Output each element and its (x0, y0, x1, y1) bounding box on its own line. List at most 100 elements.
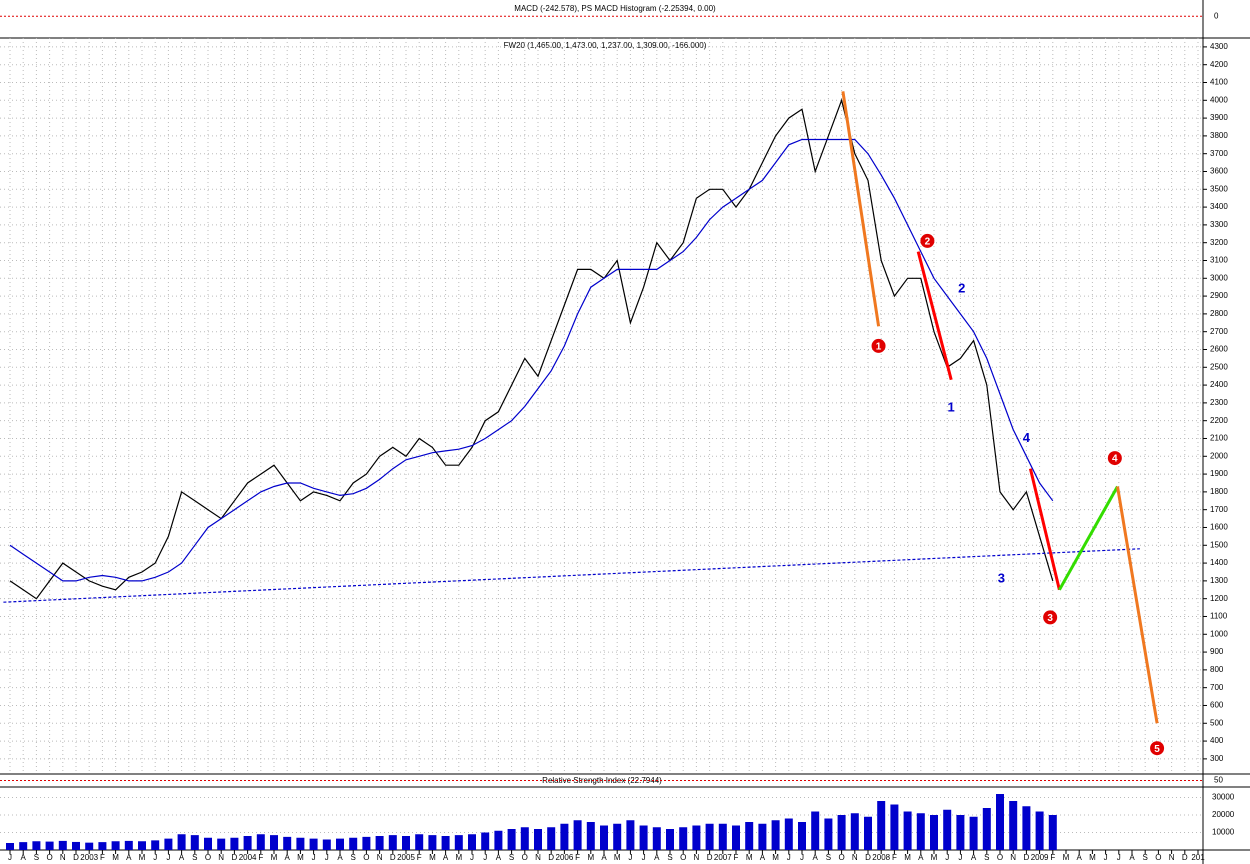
x-tick-label: O (46, 853, 52, 862)
volume-bar (362, 836, 371, 850)
x-tick-label: M (614, 853, 621, 862)
y-tick-label: 20000 (1212, 810, 1235, 819)
volume-bar (375, 836, 384, 850)
y-tick-label: 30000 (1212, 793, 1235, 802)
x-tick-label: M (931, 853, 938, 862)
volume-bar (217, 838, 226, 850)
y-tick-label: 3900 (1210, 113, 1228, 122)
y-tick-label: 800 (1210, 665, 1224, 674)
x-tick-label: A (285, 853, 291, 862)
x-tick-label: D (548, 853, 554, 862)
x-tick-label: F (892, 853, 897, 862)
x-tick-label: J (483, 853, 487, 862)
x-tick-label: D (707, 853, 713, 862)
y-tick-label: 4100 (1210, 78, 1228, 87)
wave-label: 1 (876, 342, 882, 353)
volume-bar (652, 827, 661, 850)
x-tick-label: A (126, 853, 132, 862)
volume-bar (454, 835, 463, 850)
volume-bar (956, 815, 965, 850)
x-tick-label: J (325, 853, 329, 862)
volume-bar (388, 835, 397, 850)
x-tick-label: A (760, 853, 766, 862)
y-tick-label: 3000 (1210, 273, 1228, 282)
x-tick-label: J (958, 853, 962, 862)
volume-bar (1048, 815, 1057, 850)
wave-marker (1107, 451, 1122, 466)
wave-projection (841, 91, 881, 327)
y-tick-label: 2600 (1210, 345, 1228, 354)
volume-bar (534, 829, 542, 850)
wave-projection (916, 251, 953, 381)
volume-bar (692, 825, 701, 850)
volume-bar (177, 834, 186, 850)
x-tick-label: J (628, 853, 632, 862)
x-tick-label: A (654, 853, 660, 862)
volume-bar (771, 820, 780, 850)
volume-bar (745, 822, 754, 850)
x-tick-label: J (1117, 853, 1121, 862)
y-tick-label: 3500 (1210, 184, 1228, 193)
y-tick-label: 1900 (1210, 469, 1228, 478)
volume-bar (930, 815, 938, 850)
x-tick-label: S (984, 853, 989, 862)
x-tick-label: A (1129, 853, 1135, 862)
wave-label: 2 (958, 280, 965, 295)
x-tick-label: D (865, 853, 871, 862)
x-tick-label: D (1024, 853, 1030, 862)
x-tick-label: N (535, 853, 541, 862)
x-tick-label: N (852, 853, 858, 862)
y-tick-label: 2900 (1210, 291, 1228, 300)
x-tick-label: M (139, 853, 146, 862)
x-tick-label: J (153, 853, 157, 862)
y-tick-label: 3400 (1210, 202, 1228, 211)
volume-bar (824, 818, 833, 850)
x-tick-label: 2003 (80, 853, 98, 862)
chart-title: FW20 (1,465.00, 1,473.00, 1,237.00, 1,30… (504, 41, 707, 50)
volume-bar (982, 808, 991, 850)
x-tick-label: J (166, 853, 170, 862)
x-tick-label: J (945, 853, 949, 862)
volume-bar (270, 835, 278, 850)
y-tick-label: 1600 (1210, 523, 1228, 532)
x-tick-label: A (337, 853, 343, 862)
volume-bar (164, 838, 173, 850)
x-tick-label: F (258, 853, 263, 862)
x-tick-label: 201 (1191, 853, 1205, 862)
x-tick-label: O (522, 853, 528, 862)
volume-bar (481, 832, 490, 850)
volume-bar (732, 825, 740, 850)
volume-bar (639, 825, 648, 850)
wave-label: 5 (1154, 744, 1160, 755)
volume-bar (415, 834, 424, 850)
x-tick-label: M (455, 853, 462, 862)
volume-bar (916, 813, 925, 850)
y-tick-label: 3200 (1210, 238, 1228, 247)
volume-bar (573, 820, 582, 850)
volume-bar (98, 842, 107, 850)
x-tick-label: J (642, 853, 646, 862)
volume-bar (85, 842, 94, 850)
x-tick-label: J (470, 853, 474, 862)
x-tick-label: J (8, 853, 12, 862)
x-tick-label: 2006 (556, 853, 574, 862)
y-tick-label: 1800 (1210, 487, 1228, 496)
volume-bar (903, 811, 912, 850)
y-tick-label: 4200 (1210, 60, 1228, 69)
volume-bar (256, 834, 265, 850)
x-tick-label: F (417, 853, 422, 862)
volume-bar (296, 837, 305, 850)
x-tick-label: J (787, 853, 791, 862)
x-tick-label: N (1010, 853, 1016, 862)
wave-marker (920, 233, 935, 248)
y-tick-label: 1300 (1210, 576, 1228, 585)
volume-bar (243, 836, 252, 850)
volume-bar (283, 836, 292, 850)
x-tick-label: D (390, 853, 396, 862)
x-tick-label: S (192, 853, 197, 862)
x-tick-label: S (1143, 853, 1148, 862)
volume-bar (309, 838, 318, 850)
volume-bar (124, 840, 133, 850)
volume-bar (151, 840, 160, 850)
x-tick-label: M (429, 853, 436, 862)
